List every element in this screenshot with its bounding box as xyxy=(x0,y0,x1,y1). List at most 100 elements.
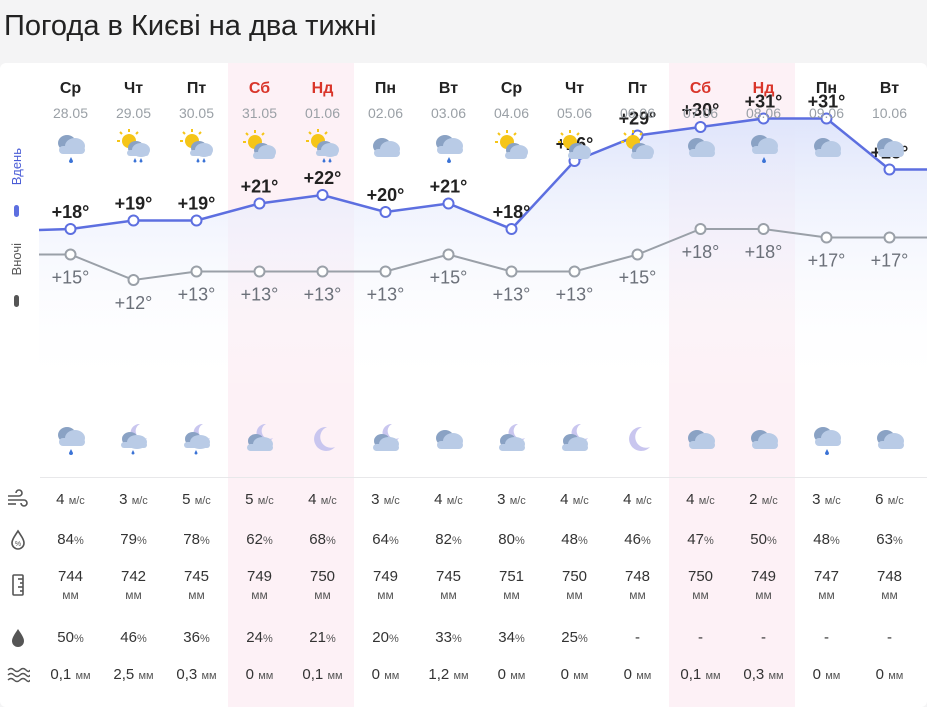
unit-label: мм xyxy=(825,670,841,682)
night-temperature-point xyxy=(64,248,77,261)
pressure-value: 748 мм xyxy=(858,568,921,604)
precip-amount-value: 0,3 мм xyxy=(732,666,795,685)
unit-label: % xyxy=(577,535,588,547)
unit-label: мм xyxy=(629,588,646,602)
day-column[interactable]: Ср 04.06 3 м/с 80% 751 мм 34% 0 мм xyxy=(480,63,543,707)
wind-value-number: 3 xyxy=(371,491,380,508)
unit-label: % xyxy=(514,535,525,547)
cloud-icon xyxy=(431,421,467,457)
pressure-value: 745 мм xyxy=(165,568,228,604)
humidity-value-number: 47 xyxy=(687,531,704,548)
unit-label: мм xyxy=(818,588,835,602)
day-date: 31.05 xyxy=(241,105,278,121)
pressure-value: 750 мм xyxy=(291,568,354,604)
precip-probability-value-number: 36 xyxy=(183,629,200,646)
moon-cloud-icon xyxy=(557,421,593,457)
day-temperature-label: +30° xyxy=(682,100,720,120)
precip-amount-value: 0 мм xyxy=(795,666,858,685)
night-temperature-label: +13° xyxy=(367,285,405,305)
rain-icon xyxy=(53,421,89,457)
wind-value: 4 м/с xyxy=(39,491,102,510)
humidity-value: 82% xyxy=(417,531,480,550)
humidity-value: 46% xyxy=(606,531,669,550)
humidity-value: 62% xyxy=(228,531,291,550)
night-temperature-label: +13° xyxy=(556,285,594,305)
wind-value: 5 м/с xyxy=(165,491,228,510)
day-column[interactable]: Вт 03.06 4 м/с 82% 745 мм 33% 1,2 мм xyxy=(417,63,480,707)
pressure-value: 750 мм xyxy=(543,568,606,604)
precip-probability-value: 21% xyxy=(291,629,354,648)
unit-label: % xyxy=(199,535,210,547)
unit-label: мм xyxy=(138,670,154,682)
precip-probability-value-number: 25 xyxy=(561,629,578,646)
pressure-value-number: 745 xyxy=(183,568,210,585)
unit-label: % xyxy=(262,535,273,547)
unit-label: мм xyxy=(125,588,142,602)
wind-value-number: 4 xyxy=(686,491,695,508)
night-temperature-label: +15° xyxy=(619,268,657,288)
pressure-value-number: 748 xyxy=(624,568,651,585)
day-temperature-label: +19° xyxy=(178,194,216,214)
temperature-chart: +18° +15° +19° +12° +19° +13° +21° +13° +22° +13°… xyxy=(38,92,927,393)
day-date: 08.06 xyxy=(745,105,782,121)
day-column[interactable]: Нд 01.06 4 м/с 68% 750 мм 21% 0,1 мм xyxy=(291,63,354,707)
day-column[interactable]: Чт 05.06 4 м/с 48% 750 мм 25% 0 мм xyxy=(543,63,606,707)
unit-label: мм xyxy=(503,588,520,602)
night-temperature-point xyxy=(568,265,581,278)
forecast-panel: +18° +15° +19° +12° +19° +13° +21° +13° +22° +13°… xyxy=(0,63,927,707)
wind-value-number: 3 xyxy=(812,491,821,508)
unit-label: % xyxy=(703,535,714,547)
precip-probability-value: 34% xyxy=(480,629,543,648)
day-temperature-label: +18° xyxy=(52,202,90,222)
unit-label: мм xyxy=(75,670,91,682)
day-column[interactable]: Пт 30.05 5 м/с 78% 745 мм 36% 0,3 мм xyxy=(165,63,228,707)
day-column[interactable]: Сб 07.06 4 м/с 47% 750 мм - 0,1 мм xyxy=(669,63,732,707)
unit-label: мм xyxy=(377,588,394,602)
night-temperature-point xyxy=(505,265,518,278)
cloud-icon xyxy=(683,421,719,457)
day-column[interactable]: Пн 09.06 3 м/с 48% 747 мм - 0 мм xyxy=(795,63,858,707)
wind-value: 2 м/с xyxy=(732,491,795,510)
unit-label: м/с xyxy=(635,495,652,507)
unit-label: мм xyxy=(384,670,400,682)
precip-amount-value-number: 1,2 xyxy=(428,666,450,683)
night-label: Вночі xyxy=(9,243,24,276)
unit-label: мм xyxy=(636,670,652,682)
day-name: Пт xyxy=(627,80,648,97)
unit-label: м/с xyxy=(824,495,841,507)
unit-label: % xyxy=(388,633,399,645)
day-column[interactable]: Вт 10.06 6 м/с 63% 748 мм - 0 мм xyxy=(858,63,921,707)
humidity-value: 80% xyxy=(480,531,543,550)
humidity-value-number: 82 xyxy=(435,531,452,548)
humidity-value-number: 78 xyxy=(183,531,200,548)
unit-label: м/с xyxy=(698,495,715,507)
precip-probability-value-number: 46 xyxy=(120,629,137,646)
wind-value: 4 м/с xyxy=(417,491,480,510)
precip-amount-value: 0 мм xyxy=(606,666,669,685)
day-column[interactable]: Ср 28.05 4 м/с 84% 744 мм 50% 0,1 мм xyxy=(39,63,102,707)
day-temperature-area xyxy=(39,118,927,393)
day-column[interactable]: Чт 29.05 3 м/с 79% 742 мм 46% 2,5 мм xyxy=(102,63,165,707)
cloud-icon xyxy=(809,129,845,165)
precip-probability-value: 24% xyxy=(228,629,291,648)
unit-label: мм xyxy=(201,670,217,682)
unit-label: мм xyxy=(692,588,709,602)
precip-amount-value-number: 0 xyxy=(623,666,633,683)
unit-label: % xyxy=(325,535,336,547)
day-name: Пн xyxy=(815,80,838,97)
day-column[interactable]: Пн 02.06 3 м/с 64% 749 мм 20% 0 мм xyxy=(354,63,417,707)
unit-label: мм xyxy=(327,670,343,682)
cloud-icon xyxy=(746,421,782,457)
night-temperature-point xyxy=(631,248,644,261)
day-column[interactable]: Нд 08.06 2 м/с 50% 749 мм - 0,3 мм xyxy=(732,63,795,707)
day-column[interactable]: Сб 31.05 5 м/с 62% 749 мм 24% 0 мм xyxy=(228,63,291,707)
night-temperature-point xyxy=(253,265,266,278)
cloud-icon xyxy=(872,421,908,457)
precip-amount-value-number: 0,3 xyxy=(176,666,198,683)
sun-cloud-icon xyxy=(620,129,656,165)
humidity-value-number: 64 xyxy=(372,531,389,548)
day-column[interactable]: Пт 06.06 4 м/с 46% 748 мм - 0 мм xyxy=(606,63,669,707)
rain-icon xyxy=(746,129,782,165)
day-name: Пт xyxy=(186,80,207,97)
rain-icon xyxy=(431,129,467,165)
